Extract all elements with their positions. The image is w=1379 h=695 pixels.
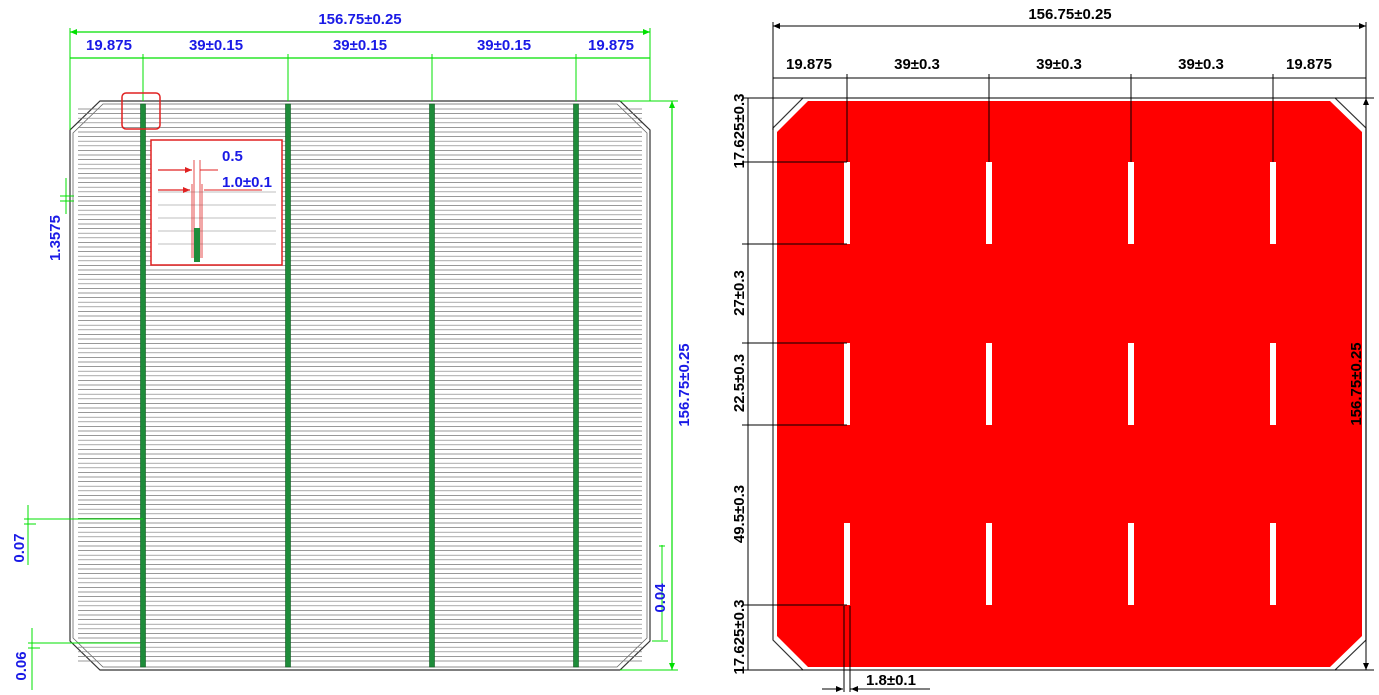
silver-pad <box>1128 162 1134 244</box>
silver-pad <box>1128 523 1134 605</box>
back-overall-height-label: 156.75±0.25 <box>1348 342 1365 425</box>
front-bottom-gap-2-label: 0.06 <box>13 651 30 680</box>
silver-pad <box>986 343 992 425</box>
busbar <box>285 103 291 668</box>
back-seg-1-label: 19.875 <box>786 56 832 73</box>
front-seg-2-label: 39±0.15 <box>189 37 243 54</box>
back-vertical-ticks <box>742 97 847 671</box>
back-vdim-2-label: 27±0.3 <box>731 270 748 316</box>
back-segment-ticks <box>772 74 1367 162</box>
front-seg-5-label: 19.875 <box>588 37 634 54</box>
front-detail-inset <box>150 139 283 266</box>
front-right-gap-label: 0.04 <box>652 583 669 613</box>
back-silver-pads <box>844 162 1276 605</box>
front-busbars <box>140 103 579 668</box>
back-overall-width-label: 156.75±0.25 <box>1028 6 1111 23</box>
back-pad-width-label: 1.8±0.1 <box>866 672 916 689</box>
busbar <box>573 103 579 668</box>
back-vdim-4-label: 49.5±0.3 <box>731 485 748 543</box>
silver-pad <box>1270 523 1276 605</box>
back-vdim-1-label: 17.625±0.3 <box>731 94 748 169</box>
front-seg-4-label: 39±0.15 <box>477 37 531 54</box>
front-overall-width-label: 156.75±0.25 <box>318 11 401 28</box>
busbar <box>140 103 146 668</box>
front-bottom-gap-1-label: 0.07 <box>11 533 28 562</box>
back-vdim-5-label: 17.625±0.3 <box>731 600 748 675</box>
silver-pad <box>844 343 850 425</box>
front-view: 156.75±0.25 19.875 39±0.15 39±0.15 39±0.… <box>11 11 693 690</box>
busbar <box>429 103 435 668</box>
back-seg-2-label: 39±0.3 <box>894 56 940 73</box>
front-seg-1-label: 19.875 <box>86 37 132 54</box>
front-overall-height-label: 156.75±0.25 <box>676 343 693 426</box>
silver-pad <box>986 523 992 605</box>
front-detail-callout-box <box>121 92 161 130</box>
front-detail-busbar-label: 1.0±0.1 <box>222 174 272 191</box>
back-aluminum-field <box>777 101 1362 667</box>
front-seg-3-label: 39±0.15 <box>333 37 387 54</box>
back-seg-5-label: 19.875 <box>1286 56 1332 73</box>
silver-pad <box>1270 343 1276 425</box>
back-vdim-3-label: 22.5±0.3 <box>731 354 748 412</box>
silver-pad <box>986 162 992 244</box>
front-finger-pitch-label: 1.3575 <box>47 215 64 261</box>
silver-pad <box>844 162 850 244</box>
back-seg-3-label: 39±0.3 <box>1036 56 1082 73</box>
back-view: 156.75±0.25 19.875 39±0.3 39±0.3 39±0.3 … <box>731 6 1374 692</box>
front-segment-ticks <box>69 54 651 101</box>
front-detail-inset-lines <box>158 160 276 262</box>
back-seg-4-label: 39±0.3 <box>1178 56 1224 73</box>
silver-pad <box>1270 162 1276 244</box>
front-detail-width-label: 0.5 <box>222 148 243 165</box>
silver-pad <box>1128 343 1134 425</box>
silver-pad <box>844 523 850 605</box>
